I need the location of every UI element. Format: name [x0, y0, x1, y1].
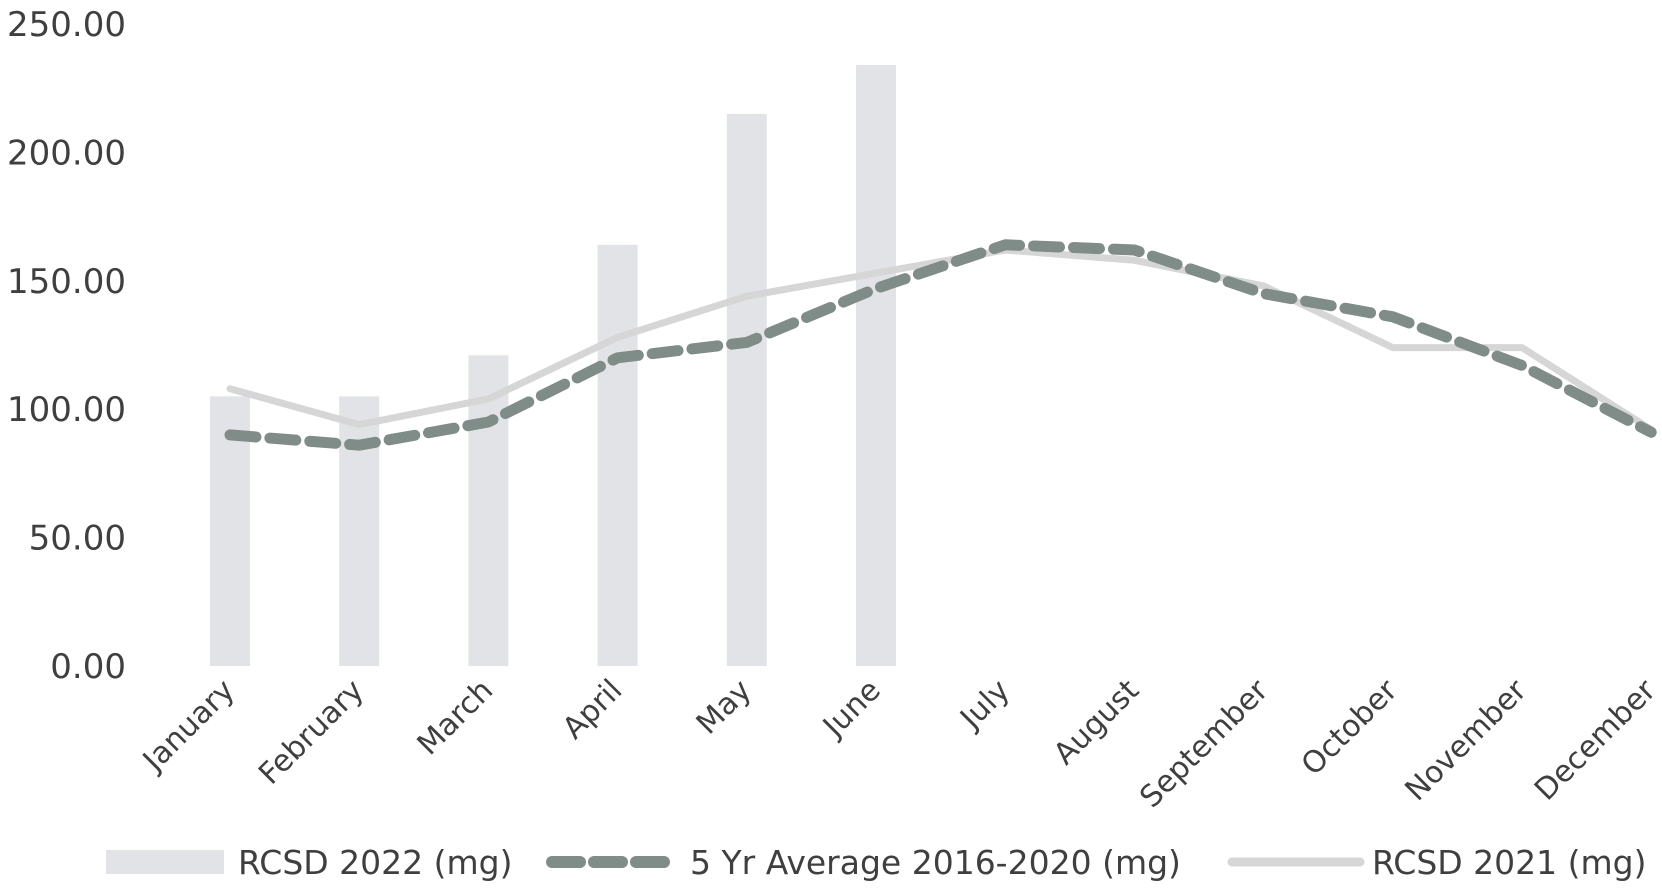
line-5yr-average [224, 239, 1657, 451]
bar [339, 396, 380, 666]
y-tick-label: 50.00 [29, 519, 126, 559]
x-tick-label: August [1047, 673, 1146, 772]
x-tick-label: December [1528, 672, 1662, 807]
legend-label-bar: RCSD 2022 (mg) [238, 843, 513, 882]
line-series [224, 239, 1657, 451]
x-tick-label: November [1399, 672, 1535, 808]
x-tick-label: February [252, 673, 371, 792]
x-axis: January February March April May June July Augu… [135, 672, 1662, 814]
bar [597, 244, 638, 666]
y-tick-label: 200.00 [7, 133, 126, 173]
bar [856, 65, 896, 666]
y-tick-label: 250.00 [7, 5, 126, 45]
x-tick-label: October [1295, 672, 1405, 782]
y-tick-label: 0.00 [50, 647, 126, 687]
x-tick-label: September [1133, 672, 1275, 814]
legend-label-solid: RCSD 2021 (mg) [1372, 843, 1647, 882]
bar [468, 355, 509, 666]
y-axis: 0.00 50.00 100.00 150.00 200.00 250.00 [7, 5, 126, 687]
x-tick-label: July [953, 673, 1017, 737]
x-tick-label: April [556, 673, 629, 746]
y-tick-label: 100.00 [7, 390, 126, 430]
bar [726, 113, 767, 666]
line-rcsd-2021 [226, 246, 1655, 434]
legend: RCSD 2022 (mg) 5 Yr Average 2016-2020 (m… [106, 843, 1647, 882]
legend-swatch-bar [106, 850, 224, 874]
x-tick-label: March [411, 673, 500, 762]
y-tick-label: 150.00 [7, 262, 126, 302]
legend-label-dashed: 5 Yr Average 2016-2020 (mg) [690, 843, 1181, 882]
x-tick-label: January [135, 673, 242, 780]
x-tick-label: June [815, 673, 887, 745]
x-tick-label: May [690, 673, 759, 742]
